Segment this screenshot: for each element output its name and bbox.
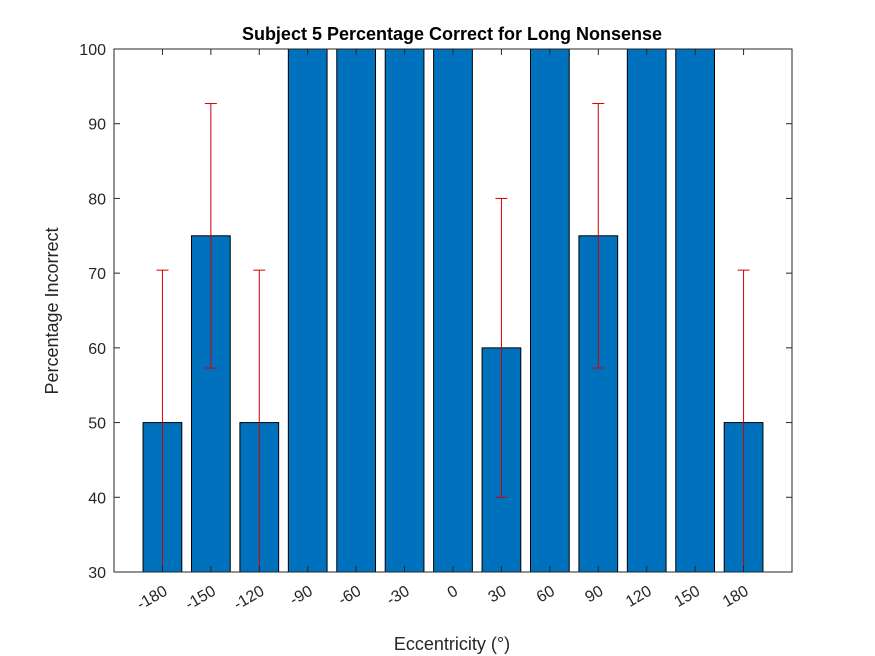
- bar--90: [287, 48, 328, 573]
- y-tick-label: 70: [88, 266, 106, 283]
- x-axis-label: Eccentricity (°): [394, 634, 510, 654]
- error-bar-90: [592, 103, 605, 369]
- chart-title: Subject 5 Percentage Correct for Long No…: [242, 24, 662, 44]
- bar--30: [384, 48, 425, 573]
- y-axis-label: Percentage Incorrect: [42, 227, 62, 394]
- x-tick-label: 30: [486, 583, 510, 607]
- y-tick-label: 100: [79, 42, 106, 59]
- error-bar--180: [156, 269, 169, 572]
- bar-150: [675, 48, 716, 573]
- y-tick-label: 30: [88, 565, 106, 582]
- bar-0: [433, 48, 473, 573]
- bar--60: [336, 48, 377, 573]
- error-bars-layer: [156, 103, 750, 572]
- error-bar-180: [737, 269, 750, 572]
- bar-60: [529, 48, 570, 573]
- y-tick-label: 40: [88, 490, 106, 507]
- bars-layer: [142, 48, 764, 573]
- error-bar-30: [495, 197, 508, 498]
- y-tick-label: 90: [88, 117, 106, 134]
- y-tick-label: 60: [88, 341, 106, 358]
- x-tick-label: 90: [582, 583, 606, 607]
- bar-120: [626, 48, 667, 573]
- y-tick-label: 50: [88, 416, 106, 433]
- error-bar--150: [204, 103, 217, 369]
- x-tick-label: 60: [534, 583, 558, 607]
- y-tick-label: 80: [88, 191, 106, 208]
- error-bar--120: [253, 269, 266, 572]
